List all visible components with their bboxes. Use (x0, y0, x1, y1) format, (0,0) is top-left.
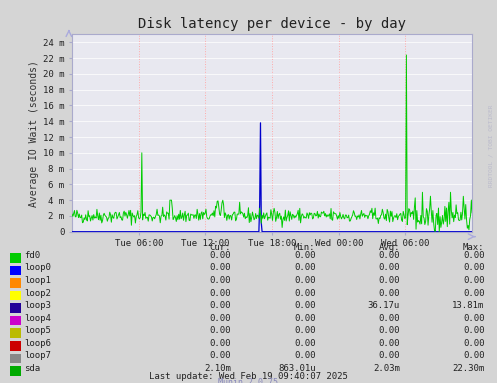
Text: loop3: loop3 (24, 301, 51, 310)
Text: 0.00: 0.00 (210, 326, 231, 335)
Text: Cur:: Cur: (210, 243, 231, 252)
Text: 863.01u: 863.01u (278, 364, 316, 373)
Text: 0.00: 0.00 (379, 351, 400, 360)
Text: 0.00: 0.00 (294, 351, 316, 360)
Text: 0.00: 0.00 (210, 301, 231, 310)
Bar (10, 253, 21, 263)
Text: Max:: Max: (463, 243, 485, 252)
Text: 0.00: 0.00 (210, 288, 231, 298)
Text: 2.03m: 2.03m (373, 364, 400, 373)
Text: loop1: loop1 (24, 276, 51, 285)
Text: loop5: loop5 (24, 326, 51, 335)
Text: 0.00: 0.00 (463, 339, 485, 348)
Bar (10, 303, 21, 313)
Text: 0.00: 0.00 (379, 288, 400, 298)
Text: 0.00: 0.00 (210, 251, 231, 260)
Text: 13.81m: 13.81m (452, 301, 485, 310)
Text: 0.00: 0.00 (463, 314, 485, 322)
Text: Avg:: Avg: (379, 243, 400, 252)
Text: 0.00: 0.00 (463, 264, 485, 272)
Text: 36.17u: 36.17u (368, 301, 400, 310)
Bar (10, 278, 21, 288)
Text: fd0: fd0 (24, 251, 40, 260)
Text: loop7: loop7 (24, 351, 51, 360)
Text: 0.00: 0.00 (210, 276, 231, 285)
Bar (10, 354, 21, 363)
Text: RRDTOOL / TOBI OETIKER: RRDTOOL / TOBI OETIKER (488, 104, 493, 187)
Title: Disk latency per device - by day: Disk latency per device - by day (138, 16, 406, 31)
Text: 0.00: 0.00 (294, 339, 316, 348)
Text: loop2: loop2 (24, 288, 51, 298)
Y-axis label: Average IO Wait (seconds): Average IO Wait (seconds) (29, 60, 39, 206)
Bar (10, 329, 21, 338)
Text: Last update: Wed Feb 19 09:40:07 2025: Last update: Wed Feb 19 09:40:07 2025 (149, 372, 348, 381)
Text: 0.00: 0.00 (463, 326, 485, 335)
Text: 0.00: 0.00 (463, 288, 485, 298)
Text: 22.30m: 22.30m (452, 364, 485, 373)
Text: 0.00: 0.00 (379, 339, 400, 348)
Text: 0.00: 0.00 (379, 251, 400, 260)
Text: 0.00: 0.00 (294, 288, 316, 298)
Text: 0.00: 0.00 (294, 276, 316, 285)
Text: loop0: loop0 (24, 264, 51, 272)
Bar (10, 341, 21, 350)
Bar (10, 266, 21, 275)
Text: 0.00: 0.00 (379, 326, 400, 335)
Text: 0.00: 0.00 (210, 314, 231, 322)
Text: 0.00: 0.00 (463, 276, 485, 285)
Text: 0.00: 0.00 (379, 276, 400, 285)
Text: 0.00: 0.00 (294, 301, 316, 310)
Text: 0.00: 0.00 (210, 351, 231, 360)
Text: 0.00: 0.00 (379, 264, 400, 272)
Text: 0.00: 0.00 (210, 264, 231, 272)
Text: 0.00: 0.00 (210, 339, 231, 348)
Text: 0.00: 0.00 (463, 351, 485, 360)
Bar (10, 316, 21, 326)
Text: 0.00: 0.00 (294, 251, 316, 260)
Text: 0.00: 0.00 (294, 314, 316, 322)
Text: 2.10m: 2.10m (204, 364, 231, 373)
Text: Min:: Min: (294, 243, 316, 252)
Bar (10, 291, 21, 300)
Text: 0.00: 0.00 (294, 264, 316, 272)
Text: sda: sda (24, 364, 40, 373)
Text: 0.00: 0.00 (463, 251, 485, 260)
Text: 0.00: 0.00 (379, 314, 400, 322)
Text: 0.00: 0.00 (294, 326, 316, 335)
Text: loop4: loop4 (24, 314, 51, 322)
Text: Munin 2.0.75: Munin 2.0.75 (219, 378, 278, 383)
Text: loop6: loop6 (24, 339, 51, 348)
Bar (10, 366, 21, 376)
